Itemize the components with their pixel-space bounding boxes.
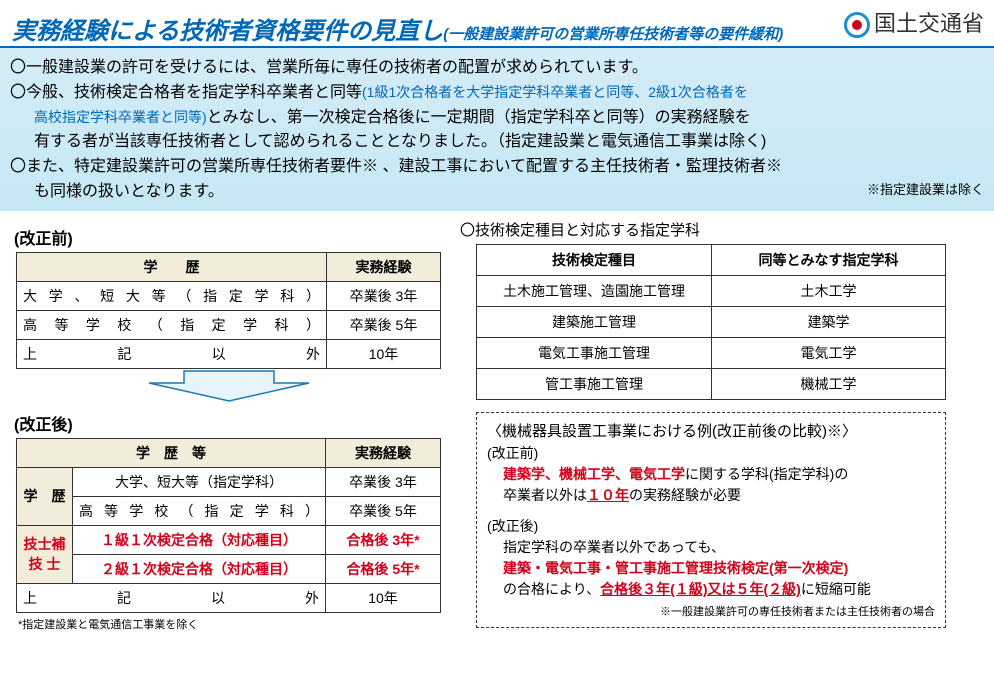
table-cell: 建築学 <box>712 306 946 337</box>
right-column: 〇技術検定種目と対応する指定学科 技術検定種目 同等とみなす指定学科 土木施工管… <box>460 219 984 632</box>
example-box: 〈機械器具設置工事業における例(改正前後の比較)※〉 (改正前) 建築学、機械工… <box>476 412 946 628</box>
ministry-label: 国土交通省 <box>844 6 984 38</box>
table-cell: 機械工学 <box>712 368 946 399</box>
title-main: 実務経験による技術者資格要件の見直し <box>12 18 443 45</box>
intro-line2: 〇今般、技術検定合格者を指定学科卒業者と同等(1級1次合格者を大学指定学科卒業者… <box>10 81 984 106</box>
table-cell: １級１次検定合格（対応種目） <box>73 525 326 554</box>
map-head-2: 同等とみなす指定学科 <box>712 244 946 275</box>
table-cell: 土木施工管理、造園施工管理 <box>477 275 712 306</box>
mapping-table: 技術検定種目 同等とみなす指定学科 土木施工管理、造園施工管理土木工学 建築施工… <box>476 244 946 400</box>
ministry-logo-icon <box>844 12 870 38</box>
table-cell: 卒業後 5年 <box>327 310 441 339</box>
table-cell: 卒業後 3年 <box>327 281 441 310</box>
table-cell: 大 学 、 短 大 等 （ 指 定 学 科 ） <box>17 281 327 310</box>
after-label: (改正後) <box>14 411 446 435</box>
example-after-line3: の合格により、合格後３年(１級)又は５年(２級)に短縮可能 <box>487 579 935 600</box>
after-head-1: 学 歴 等 <box>17 438 326 467</box>
before-label: (改正前) <box>14 225 446 249</box>
table-cell: 10年 <box>326 583 441 612</box>
example-after-label: (改正後) <box>487 516 935 537</box>
example-before-label: (改正前) <box>487 443 935 464</box>
after-head-2: 実務経験 <box>326 438 441 467</box>
table-cell: 管工事施工管理 <box>477 368 712 399</box>
table-cell: 電気工事施工管理 <box>477 337 712 368</box>
intro-line2-cont2: 有する者が当該専任技術者として認められることとなりました。（指定建設業と電気通信… <box>10 130 984 155</box>
example-footnote: ※一般建設業許可の専任技術者または主任技術者の場合 <box>487 604 935 621</box>
intro-line1: 〇一般建設業の許可を受けるには、営業所毎に専任の技術者の配置が求められています。 <box>10 56 984 81</box>
example-title: 〈機械器具設置工事業における例(改正前後の比較)※〉 <box>487 421 935 444</box>
table-cell: 高 等 学 校 （ 指 定 学 科 ） <box>73 496 326 525</box>
table-cell: 10年 <box>327 339 441 368</box>
mapping-label: 〇技術検定種目と対応する指定学科 <box>460 219 984 240</box>
after-table: 学 歴 等 実務経験 学 歴 大学、短大等（指定学科） 卒業後 3年 高 等 学… <box>16 438 441 613</box>
example-after-line2: 建築・電気工事・管工事施工管理技術検定(第一次検定) <box>487 558 935 579</box>
title-sub: (一般建設業許可の営業所専任技術者等の要件緩和) <box>443 26 783 43</box>
before-head-1: 学 歴 <box>17 252 327 281</box>
intro-footnote: ※指定建設業は除く <box>867 180 984 205</box>
table-cell: 合格後 3年* <box>326 525 441 554</box>
map-head-1: 技術検定種目 <box>477 244 712 275</box>
intro-box: 〇一般建設業の許可を受けるには、営業所毎に専任の技術者の配置が求められています。… <box>0 48 994 211</box>
after-footnote: *指定建設業と電気通信工事業を除く <box>18 616 446 632</box>
arrow-down-icon <box>16 369 441 405</box>
page-title: 実務経験による技術者資格要件の見直し(一般建設業許可の営業所専任技術者等の要件緩… <box>12 11 783 46</box>
before-head-2: 実務経験 <box>327 252 441 281</box>
before-table: 学 歴 実務経験 大 学 、 短 大 等 （ 指 定 学 科 ）卒業後 3年 高… <box>16 252 441 369</box>
table-cell: 電気工学 <box>712 337 946 368</box>
table-cell: ２級１次検定合格（対応種目） <box>73 554 326 583</box>
table-cell: 土木工学 <box>712 275 946 306</box>
intro-line4: も同様の扱いとなります。 ※指定建設業は除く <box>10 180 984 205</box>
example-before-line1: 建築学、機械工学、電気工学に関する学科(指定学科)の <box>487 464 935 485</box>
group-label: 技士補 技 士 <box>17 525 73 583</box>
content-area: (改正前) 学 歴 実務経験 大 学 、 短 大 等 （ 指 定 学 科 ）卒業… <box>0 211 994 632</box>
group-label: 学 歴 <box>17 467 73 525</box>
table-cell: 建築施工管理 <box>477 306 712 337</box>
example-before-line2: 卒業者以外は１０年の実務経験が必要 <box>487 485 935 506</box>
table-cell: 合格後 5年* <box>326 554 441 583</box>
table-cell: 大学、短大等（指定学科） <box>73 467 326 496</box>
table-cell: 卒業後 5年 <box>326 496 441 525</box>
table-cell: 上 記 以 外 <box>17 339 327 368</box>
table-cell: 高 等 学 校 （ 指 定 学 科 ） <box>17 310 327 339</box>
page-header: 実務経験による技術者資格要件の見直し(一般建設業許可の営業所専任技術者等の要件緩… <box>0 0 994 48</box>
intro-line2-cont: 高校指定学科卒業者と同等)とみなし、第一次検定合格後に一定期間（指定学科卒と同等… <box>10 106 984 131</box>
table-cell: 上 記 以 外 <box>17 583 326 612</box>
left-column: (改正前) 学 歴 実務経験 大 学 、 短 大 等 （ 指 定 学 科 ）卒業… <box>10 219 460 632</box>
intro-line3: 〇また、特定建設業許可の営業所専任技術者要件※ 、建設工事において配置する主任技… <box>10 155 984 180</box>
example-after-line1: 指定学科の卒業者以外であっても、 <box>487 537 935 558</box>
ministry-text: 国土交通省 <box>874 11 984 36</box>
table-cell: 卒業後 3年 <box>326 467 441 496</box>
